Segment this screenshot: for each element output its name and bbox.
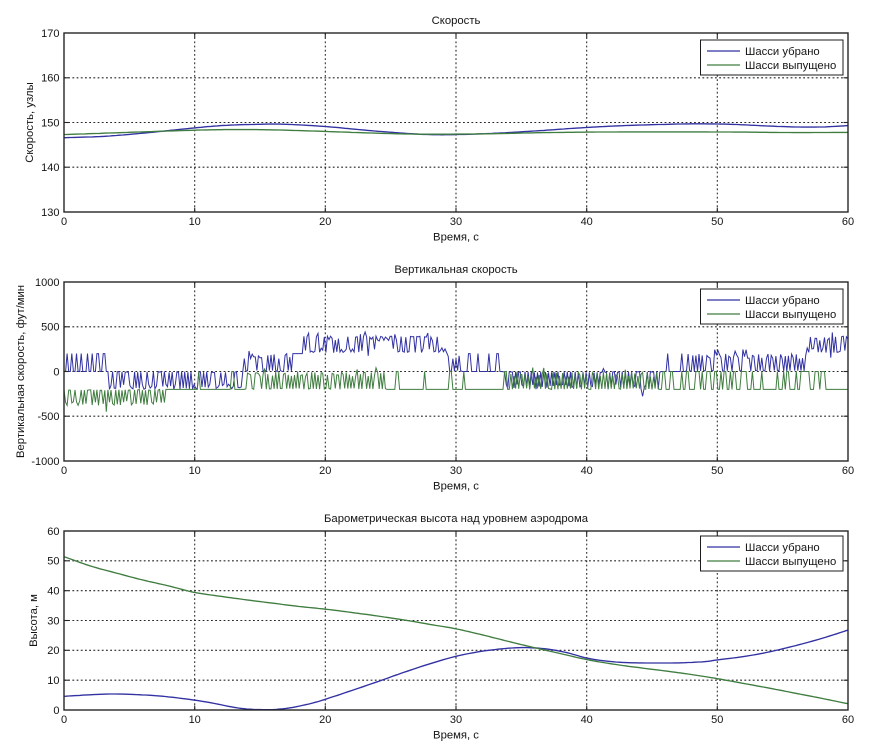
- svg-text:Шасси убрано: Шасси убрано: [745, 542, 820, 554]
- svg-text:50: 50: [711, 714, 723, 726]
- svg-text:10: 10: [47, 675, 59, 687]
- svg-text:30: 30: [450, 714, 462, 726]
- svg-text:Время, с: Время, с: [433, 729, 479, 741]
- svg-text:130: 130: [41, 207, 59, 219]
- svg-text:10: 10: [189, 714, 201, 726]
- svg-text:Шасси убрано: Шасси убрано: [745, 46, 820, 58]
- svg-text:160: 160: [41, 73, 59, 85]
- svg-text:60: 60: [47, 526, 59, 538]
- svg-text:50: 50: [47, 556, 59, 568]
- svg-text:60: 60: [842, 714, 854, 726]
- svg-text:50: 50: [711, 216, 723, 228]
- svg-text:10: 10: [189, 216, 201, 228]
- svg-text:-500: -500: [37, 411, 59, 423]
- svg-text:0: 0: [53, 366, 59, 378]
- svg-text:10: 10: [189, 465, 201, 477]
- svg-text:20: 20: [319, 714, 331, 726]
- svg-text:500: 500: [41, 322, 59, 334]
- svg-text:40: 40: [47, 586, 59, 598]
- svg-text:Шасси убрано: Шасси убрано: [745, 295, 820, 307]
- svg-text:40: 40: [581, 465, 593, 477]
- svg-text:Шасси выпущено: Шасси выпущено: [745, 556, 836, 568]
- svg-text:20: 20: [319, 465, 331, 477]
- svg-text:Скорость, узлы: Скорость, узлы: [24, 82, 36, 162]
- svg-text:0: 0: [61, 465, 67, 477]
- svg-text:Шасси выпущено: Шасси выпущено: [745, 309, 836, 321]
- svg-text:40: 40: [581, 216, 593, 228]
- svg-text:20: 20: [47, 645, 59, 657]
- svg-text:Шасси выпущено: Шасси выпущено: [745, 60, 836, 72]
- svg-text:Время, с: Время, с: [433, 231, 479, 243]
- svg-text:Вертикальная скорость: Вертикальная скорость: [394, 264, 517, 276]
- svg-text:150: 150: [41, 117, 59, 129]
- svg-text:20: 20: [319, 216, 331, 228]
- svg-text:Скорость: Скорость: [432, 15, 481, 27]
- svg-text:60: 60: [842, 216, 854, 228]
- svg-text:30: 30: [450, 216, 462, 228]
- svg-text:0: 0: [53, 705, 59, 717]
- svg-text:Высота, м: Высота, м: [28, 594, 40, 647]
- svg-text:30: 30: [47, 615, 59, 627]
- svg-text:60: 60: [842, 465, 854, 477]
- svg-text:Время, с: Время, с: [433, 480, 479, 492]
- svg-text:0: 0: [61, 714, 67, 726]
- svg-text:40: 40: [581, 714, 593, 726]
- svg-text:50: 50: [711, 465, 723, 477]
- svg-text:30: 30: [450, 465, 462, 477]
- svg-text:Барометрическая высота над уро: Барометрическая высота над уровнем аэрод…: [324, 513, 589, 525]
- svg-text:1000: 1000: [35, 277, 59, 289]
- svg-text:0: 0: [61, 216, 67, 228]
- svg-text:140: 140: [41, 162, 59, 174]
- svg-text:170: 170: [41, 28, 59, 40]
- svg-text:Вертикальная скорость, фут/мин: Вертикальная скорость, фут/мин: [15, 285, 27, 458]
- svg-text:-1000: -1000: [31, 456, 59, 468]
